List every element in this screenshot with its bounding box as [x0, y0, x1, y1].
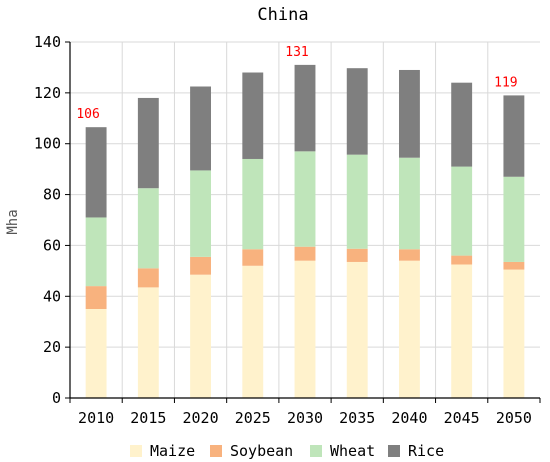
annotation-total-2050: 119 — [494, 75, 517, 90]
annotation-total-2010: 106 — [76, 107, 99, 122]
y-tick-label: 40 — [43, 287, 61, 305]
legend-swatch-maize — [130, 445, 142, 457]
bar-soybean-2025 — [242, 249, 264, 266]
bar-maize-2040 — [399, 260, 420, 398]
bar-rice-2045 — [451, 82, 473, 167]
legend-label-wheat: Wheat — [330, 442, 375, 460]
bar-wheat-2035 — [346, 154, 368, 249]
bar-wheat-2030 — [294, 151, 316, 247]
legend: Maize Soybean Wheat Rice — [130, 442, 444, 460]
x-tick-label: 2015 — [130, 409, 166, 427]
y-tick-label: 140 — [34, 33, 61, 51]
axes — [65, 41, 541, 403]
y-tick-label: 100 — [34, 135, 61, 153]
bar-rice-2010 — [85, 127, 107, 218]
x-tick-label: 2020 — [182, 409, 218, 427]
bar-wheat-2025 — [242, 158, 264, 250]
bar-wheat-2040 — [399, 157, 420, 250]
bar-soybean-2015 — [137, 268, 159, 288]
legend-label-rice: Rice — [408, 442, 444, 460]
bar-maize-2010 — [85, 309, 107, 398]
bar-rice-2040 — [399, 69, 420, 158]
x-tick-label: 2040 — [391, 409, 427, 427]
bars — [85, 64, 525, 398]
bar-soybean-2045 — [451, 255, 473, 265]
bar-rice-2050 — [503, 95, 525, 177]
x-tick-label: 2050 — [496, 409, 532, 427]
bar-wheat-2045 — [451, 166, 473, 256]
bar-wheat-2020 — [190, 170, 211, 257]
bar-soybean-2030 — [294, 246, 316, 261]
bar-maize-2015 — [137, 287, 159, 398]
bar-soybean-2020 — [190, 256, 211, 275]
bar-maize-2050 — [503, 269, 525, 398]
bar-soybean-2010 — [85, 286, 107, 309]
bar-maize-2030 — [294, 260, 316, 398]
bar-wheat-2050 — [503, 176, 525, 262]
y-tick-label: 120 — [34, 84, 61, 102]
annotations: 106 131 119 — [76, 45, 517, 122]
bar-rice-2030 — [294, 64, 316, 152]
y-tick-label: 80 — [43, 186, 61, 204]
x-tick-label: 2035 — [339, 409, 375, 427]
bar-soybean-2035 — [346, 248, 368, 262]
legend-label-soybean: Soybean — [230, 442, 293, 460]
bar-maize-2045 — [451, 264, 473, 398]
bar-wheat-2010 — [85, 217, 107, 287]
bar-soybean-2040 — [399, 249, 420, 261]
bar-maize-2035 — [346, 261, 368, 398]
annotation-total-2030: 131 — [285, 45, 308, 60]
chart-title: China — [257, 5, 308, 25]
bar-rice-2020 — [190, 86, 211, 171]
x-tick-label: 2010 — [78, 409, 114, 427]
y-tick-label: 60 — [43, 236, 61, 254]
y-axis-label: Mha — [5, 209, 21, 234]
y-tick-label: 20 — [43, 338, 61, 356]
x-tick-label: 2030 — [287, 409, 323, 427]
bar-soybean-2050 — [503, 261, 525, 270]
legend-swatch-rice — [388, 445, 400, 457]
bar-wheat-2015 — [137, 188, 159, 269]
bar-maize-2020 — [190, 274, 211, 398]
legend-swatch-wheat — [310, 445, 322, 457]
bar-rice-2015 — [137, 97, 159, 189]
bar-rice-2025 — [242, 72, 264, 159]
bar-maize-2025 — [242, 265, 264, 398]
legend-label-maize: Maize — [150, 442, 195, 460]
x-tick-label: 2045 — [444, 409, 480, 427]
x-tick-label: 2025 — [235, 409, 271, 427]
bar-rice-2035 — [346, 68, 368, 155]
y-tick-label: 0 — [52, 389, 61, 407]
legend-swatch-soybean — [210, 445, 222, 457]
